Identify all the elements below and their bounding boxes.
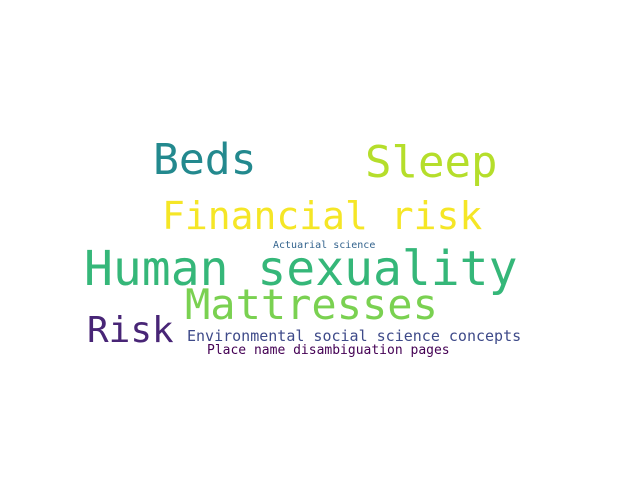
word-sleep: Sleep xyxy=(365,137,498,188)
word-place-name-disambiguation-pages: Place name disambiguation pages xyxy=(207,343,450,358)
word-actuarial-science: Actuarial science xyxy=(273,240,376,251)
word-human-sexuality: Human sexuality xyxy=(84,241,518,297)
word-beds: Beds xyxy=(153,135,257,185)
word-risk: Risk xyxy=(87,310,174,351)
word-mattresses: Mattresses xyxy=(185,280,438,329)
word-financial-risk: Financial risk xyxy=(162,194,483,238)
word-environmental-social-science-concepts: Environmental social science concepts xyxy=(187,327,522,345)
